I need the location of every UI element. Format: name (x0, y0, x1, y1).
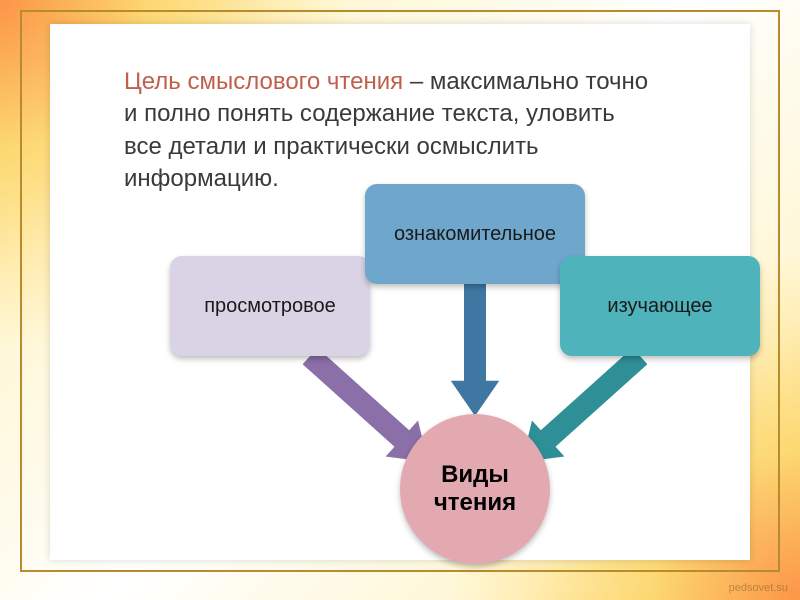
node-n3: изучающее (560, 256, 760, 356)
node-n2: ознакомительное (365, 184, 585, 284)
arrow (522, 348, 647, 462)
reading-types-diagram: просмотровоеознакомительноеизучающееВиды… (150, 184, 750, 564)
frame-top (20, 10, 780, 12)
heading-line-1: Цель смыслового чтения – максимально точ… (124, 66, 690, 98)
slide-background: Цель смыслового чтения – максимально точ… (0, 0, 800, 600)
arrow (451, 284, 499, 416)
heading-lead: Цель смыслового чтения (124, 68, 403, 95)
watermark: pedsovet.su (729, 582, 788, 594)
content-card: Цель смыслового чтения – максимально точ… (50, 24, 750, 560)
frame-left (20, 10, 22, 572)
heading: Цель смыслового чтения – максимально точ… (124, 66, 690, 196)
arrow (303, 348, 428, 462)
heading-line-2: и полно понять содержание текста, уловит… (124, 98, 690, 130)
heading-rest1: – максимально точно (403, 68, 648, 95)
node-n1: просмотровое (170, 256, 370, 356)
hub-node: Виды чтения (400, 414, 550, 564)
